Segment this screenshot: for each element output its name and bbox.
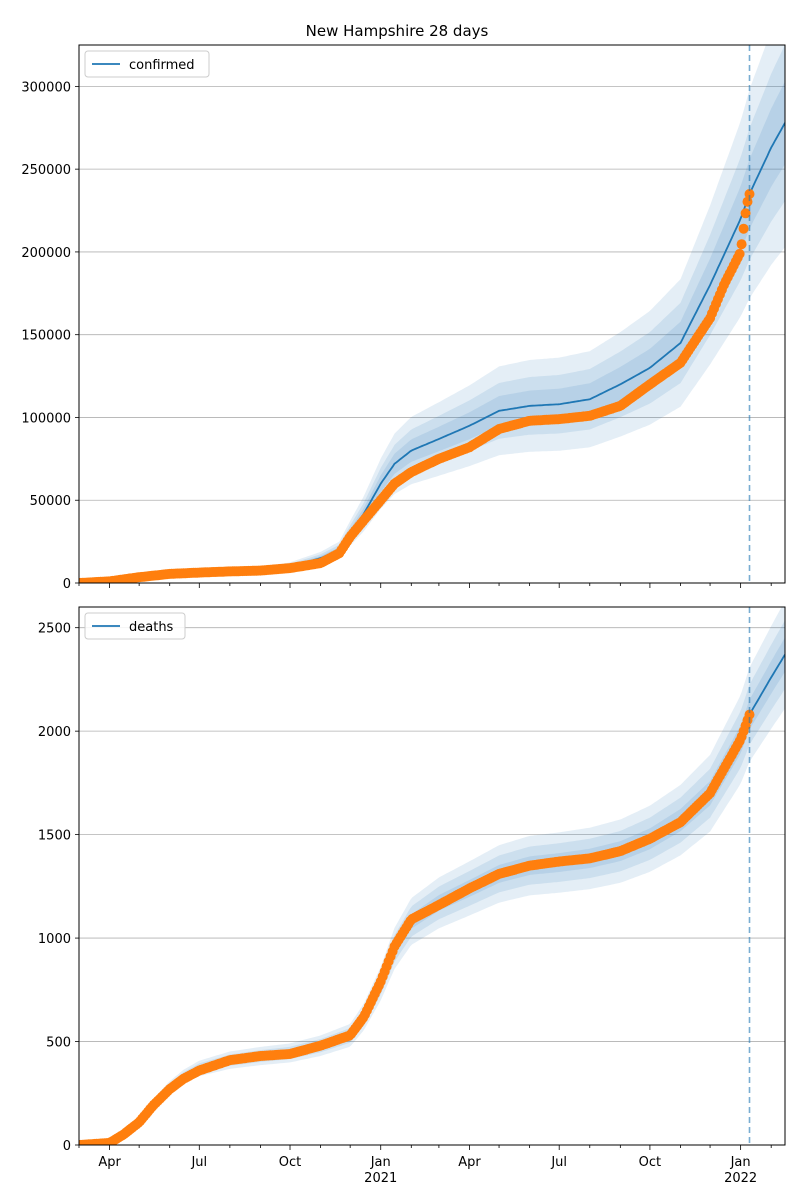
legend-box xyxy=(84,612,186,640)
x-tick-year-label: 2022 xyxy=(724,1171,757,1186)
band-inner xyxy=(79,81,785,583)
y-tick-label: 150000 xyxy=(21,329,71,344)
x-tick-label: Jan xyxy=(370,1155,391,1170)
y-tick-label: 2000 xyxy=(38,725,71,740)
x-tick-label: Jul xyxy=(550,1155,567,1170)
y-tick-label: 50000 xyxy=(30,494,71,509)
observed-point xyxy=(744,189,755,199)
x-tick-label: Jan xyxy=(730,1155,751,1170)
legend: deaths xyxy=(84,612,186,640)
y-tick-label: 300000 xyxy=(21,80,71,95)
legend: confirmed xyxy=(84,50,210,78)
y-tick-label: 100000 xyxy=(21,411,71,426)
x-tick-label: Oct xyxy=(279,1155,301,1170)
y-tick-label: 2500 xyxy=(38,622,71,637)
chart-title: New Hampshire 28 days xyxy=(306,22,489,40)
panel-confirmed: 0 50000 100000 150000 200000 250000 300000 conf… xyxy=(21,44,786,592)
x-tick-year-label: 2021 xyxy=(364,1171,397,1186)
y-tick-label: 1500 xyxy=(38,829,71,844)
observed-point xyxy=(738,223,749,234)
band-mid xyxy=(79,45,785,583)
x-tick-label: Oct xyxy=(639,1155,661,1170)
axes-frame xyxy=(78,606,786,1146)
observed-point xyxy=(736,239,747,250)
y-tick-label: 250000 xyxy=(21,163,71,178)
legend-label: deaths xyxy=(129,620,174,635)
y-tick-label: 200000 xyxy=(21,246,71,261)
y-tick-label: 500 xyxy=(46,1036,71,1051)
band-outer xyxy=(79,607,785,1145)
observed-point xyxy=(740,208,751,219)
observed-point xyxy=(734,248,745,259)
plot-area xyxy=(79,45,785,583)
y-tick-label: 1000 xyxy=(38,932,71,947)
legend-box xyxy=(84,50,210,78)
band-outer xyxy=(79,45,785,583)
x-tick-label: Jul xyxy=(190,1155,207,1170)
axes-frame xyxy=(78,44,786,584)
observed-point xyxy=(744,709,755,720)
legend-label: confirmed xyxy=(129,58,195,73)
y-tick-label: 0 xyxy=(63,1139,71,1154)
x-tick-label: Apr xyxy=(98,1155,121,1170)
plot-area xyxy=(79,607,785,1145)
y-tick-label: 0 xyxy=(63,577,71,592)
x-tick-label: Apr xyxy=(458,1155,481,1170)
